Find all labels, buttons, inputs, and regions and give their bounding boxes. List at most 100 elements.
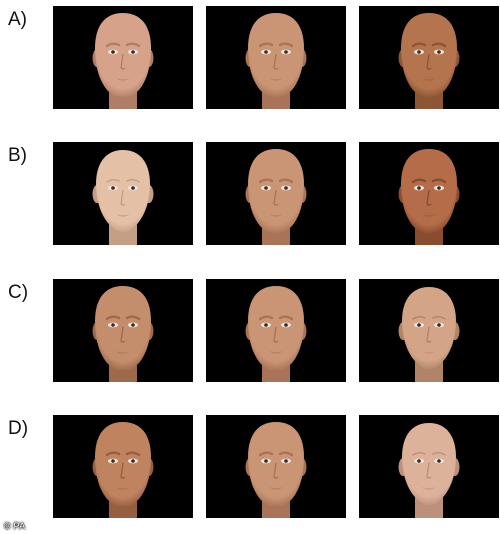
left-eyebrow: [106, 179, 120, 183]
right-eye-pupil: [131, 186, 135, 190]
left-eyebrow: [412, 316, 426, 320]
left-eyebrow: [411, 178, 427, 184]
face-illustration: [92, 422, 154, 518]
nose-shape: [426, 326, 432, 343]
nose-shape: [120, 326, 126, 343]
mouth-shape: [422, 351, 436, 354]
right-eye-pupil: [437, 323, 441, 327]
left-eyebrow: [258, 315, 274, 321]
photo-credit: © PA: [4, 521, 26, 531]
face-image-a3: [359, 6, 499, 109]
row-label-d: D): [8, 418, 29, 439]
right-eyebrow: [125, 451, 141, 457]
right-eyebrow: [278, 178, 294, 184]
left-eye-pupil: [264, 50, 268, 54]
face-image-c3: [359, 279, 499, 382]
mouth-shape: [422, 78, 436, 81]
mouth-shape: [269, 214, 283, 217]
face-image-b3: [359, 142, 499, 245]
left-eyebrow: [258, 451, 274, 457]
face-image-c1: [53, 279, 193, 382]
right-eyebrow: [278, 42, 294, 48]
right-eye-pupil: [284, 323, 288, 327]
nose-shape: [426, 53, 432, 70]
face-image-d1: [53, 415, 193, 518]
nose-shape: [273, 53, 279, 70]
nose-shape: [120, 53, 126, 70]
right-eye-pupil: [284, 186, 288, 190]
nose-shape: [273, 462, 279, 479]
right-eye-pupil: [131, 459, 135, 463]
mouth-shape: [422, 487, 436, 490]
right-eyebrow: [125, 42, 141, 48]
nose-shape: [120, 189, 126, 206]
face-image-b2: [206, 142, 346, 245]
left-eye-pupil: [417, 50, 421, 54]
right-eyebrow: [278, 315, 294, 321]
right-eyebrow: [431, 42, 447, 48]
right-eye-pupil: [437, 459, 441, 463]
face-illustration: [92, 150, 154, 245]
left-eyebrow: [105, 451, 121, 457]
right-eye-pupil: [437, 186, 441, 190]
right-eye-pupil: [284, 459, 288, 463]
right-eyebrow: [432, 316, 446, 320]
right-eye-pupil: [131, 323, 135, 327]
left-eye-pupil: [264, 186, 268, 190]
right-eye-pupil: [131, 50, 135, 54]
mouth-shape: [269, 351, 283, 354]
left-eye-pupil: [111, 459, 115, 463]
left-eye-pupil: [417, 186, 421, 190]
face-illustration: [398, 423, 460, 518]
left-eyebrow: [411, 42, 427, 48]
face-illustration: [245, 149, 307, 245]
right-eye-pupil: [437, 50, 441, 54]
left-eye-pupil: [264, 459, 268, 463]
right-eyebrow: [125, 315, 141, 321]
right-eyebrow: [431, 178, 447, 184]
mouth-shape: [116, 78, 130, 81]
left-eye-pupil: [111, 50, 115, 54]
face-illustration: [398, 149, 460, 245]
left-eyebrow: [412, 452, 426, 456]
nose-shape: [273, 189, 279, 206]
mouth-shape: [269, 78, 283, 81]
mouth-shape: [116, 351, 130, 354]
face-image-b1: [53, 142, 193, 245]
right-eyebrow: [126, 179, 140, 183]
mouth-shape: [116, 214, 130, 217]
row-label-b: B): [8, 145, 27, 166]
left-eye-pupil: [264, 323, 268, 327]
right-eyebrow: [432, 452, 446, 456]
left-eyebrow: [258, 178, 274, 184]
left-eyebrow: [105, 42, 121, 48]
face-image-d2: [206, 415, 346, 518]
left-eye-pupil: [417, 459, 421, 463]
left-eye-pupil: [417, 323, 421, 327]
face-image-c2: [206, 279, 346, 382]
face-illustration: [92, 13, 154, 109]
face-illustration: [92, 286, 154, 382]
mouth-shape: [269, 487, 283, 490]
face-illustration: [245, 286, 307, 382]
nose-shape: [426, 462, 432, 479]
left-eyebrow: [105, 315, 121, 321]
face-image-a2: [206, 6, 346, 109]
face-illustration: [398, 13, 460, 109]
face-image-a1: [53, 6, 193, 109]
nose-shape: [273, 326, 279, 343]
face-illustration: [398, 287, 460, 382]
mouth-shape: [116, 487, 130, 490]
face-illustration: [245, 422, 307, 518]
right-eyebrow: [278, 451, 294, 457]
face-image-d3: [359, 415, 499, 518]
nose-shape: [120, 462, 126, 479]
face-illustration: [245, 13, 307, 109]
left-eye-pupil: [111, 323, 115, 327]
row-label-a: A): [8, 9, 27, 30]
left-eye-pupil: [111, 186, 115, 190]
left-eyebrow: [258, 42, 274, 48]
row-label-c: C): [8, 282, 29, 303]
nose-shape: [426, 189, 432, 206]
right-eye-pupil: [284, 50, 288, 54]
